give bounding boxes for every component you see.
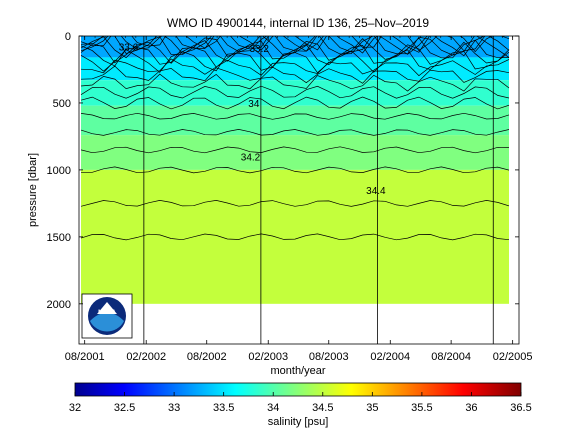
colorbar-tick-label: 34.5 [312,402,333,414]
noaa-logo: NOAA [81,293,133,339]
y-tick-label: 500 [53,98,71,110]
salinity-band [81,36,509,58]
colorbar-tick-label: 35 [366,402,378,414]
x-tick-label: 02/2004 [370,351,410,363]
salinity-field [81,36,509,304]
salinity-band [81,57,509,81]
contour-line [80,36,510,57]
colorbar-tick-label: 35.5 [411,402,432,414]
x-axis-label: month/year [270,365,325,377]
noaa-logo-text: NOAA [98,310,116,316]
contour-line [80,146,510,154]
contour-line [80,73,510,92]
x-tick-label: 08/2004 [431,351,471,363]
x-axis-ticks: 08/2001 02/2002 08/2002 02/2003 08/2003 02/20… [65,36,533,363]
salinity-band [81,169,509,304]
contour-label: 33.6 [119,43,139,54]
colorbar-tick-label: 33 [168,402,180,414]
contour-labels: 33.6 33.2 34 34.2 34.4 [119,43,386,197]
colorbar-tick-label: 32.5 [114,402,135,414]
colorbar-tick-label: 34 [267,402,279,414]
x-tick-label: 08/2002 [187,351,227,363]
y-axis-ticks: 0 500 1000 1500 2000 [47,31,519,311]
x-tick-label: 02/2005 [493,351,533,363]
colorbar-tick-label: 36.5 [510,402,531,414]
contour-lines [80,36,510,241]
salinity-band [81,80,509,106]
colorbar [74,382,522,397]
contour-label: 33.2 [249,44,269,55]
contour-label: 34.2 [241,153,261,164]
contour-label: 34 [248,99,260,110]
y-tick-label: 0 [65,31,71,43]
chart-title: WMO ID 4900144, internal ID 136, 25–Nov–… [167,16,429,30]
contour-line [80,37,510,64]
plot-frame [78,35,520,345]
contour-line [80,85,510,99]
colorbar-ticks: 32 32.5 33 33.5 34 34.5 35 35.5 36 36.5 [69,392,532,414]
contour-line [80,36,493,53]
contour-line [80,49,510,74]
colorbar-label: salinity [psu] [268,416,329,428]
contour-line [80,112,510,120]
contour-label: 34.4 [366,186,386,197]
colorbar-tick-label: 33.5 [213,402,234,414]
contour-line [80,41,510,68]
contour-line [80,129,510,136]
contour-line [80,36,510,54]
x-tick-label: 08/2001 [65,351,105,363]
y-tick-label: 1500 [47,232,71,244]
y-tick-label: 2000 [47,299,71,311]
x-tick-label: 02/2002 [126,351,166,363]
colorbar-tick-label: 36 [465,402,477,414]
contour-line [80,96,510,110]
x-tick-label: 08/2003 [309,351,349,363]
contour-line [80,58,510,77]
contour-line [80,200,510,207]
contour-line [81,166,510,174]
x-tick-label: 02/2003 [248,351,288,363]
colorbar-tick-label: 32 [69,402,81,414]
y-axis-label: pressure [dbar] [27,153,39,227]
y-tick-label: 1000 [47,165,71,177]
salinity-band [81,105,509,136]
deployment-markers [143,36,494,344]
contour-line [80,233,510,241]
salinity-band [81,135,509,170]
contour-line [80,65,510,84]
